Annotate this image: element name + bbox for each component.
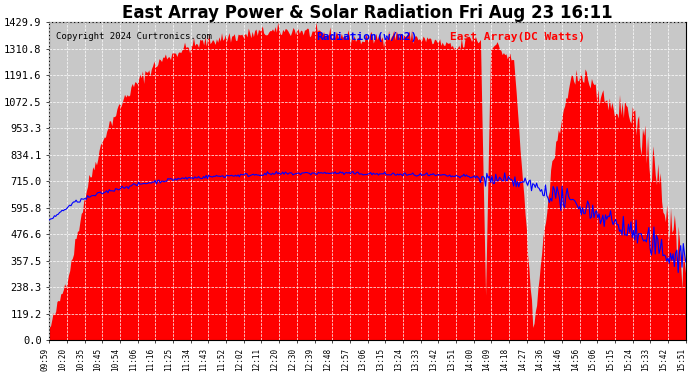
Title: East Array Power & Solar Radiation Fri Aug 23 16:11: East Array Power & Solar Radiation Fri A… xyxy=(122,4,613,22)
Text: East Array(DC Watts): East Array(DC Watts) xyxy=(451,32,585,42)
Text: Copyright 2024 Curtronics.com: Copyright 2024 Curtronics.com xyxy=(56,32,212,41)
Text: Radiation(w/m2): Radiation(w/m2) xyxy=(317,32,418,42)
